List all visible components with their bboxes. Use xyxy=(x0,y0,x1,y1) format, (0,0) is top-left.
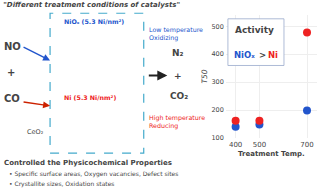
svg-text:+: + xyxy=(7,67,15,78)
svg-text:NO: NO xyxy=(4,41,21,52)
svg-text:NiOₓ: NiOₓ xyxy=(234,50,255,60)
svg-text:100: 100 xyxy=(211,134,223,142)
svg-text:Controlled the Physicochemical: Controlled the Physicochemical Propertie… xyxy=(4,159,172,167)
svg-text:NiOₓ (5.3 Ni/nm²): NiOₓ (5.3 Ni/nm²) xyxy=(64,18,124,25)
svg-text:+: + xyxy=(174,71,182,81)
svg-text:• Crystallite sizes, Oxidation: • Crystallite sizes, Oxidation states xyxy=(9,180,115,188)
svg-text:Ni (5.3 Ni/nm²): Ni (5.3 Ni/nm²) xyxy=(64,94,116,101)
svg-text:Activity: Activity xyxy=(235,25,274,35)
svg-text:CeO₂: CeO₂ xyxy=(27,128,44,136)
svg-text:CO: CO xyxy=(4,93,20,104)
svg-text:N₂: N₂ xyxy=(172,48,184,58)
svg-text:500: 500 xyxy=(211,23,223,31)
svg-text:400: 400 xyxy=(229,141,242,149)
svg-text:Low temperatureOxidizing: Low temperatureOxidizing xyxy=(149,26,203,42)
svg-text:Treatment Temp.: Treatment Temp. xyxy=(238,150,305,158)
svg-text:"Different treatment condition: "Different treatment conditions of catal… xyxy=(3,1,180,9)
svg-text:300: 300 xyxy=(211,78,223,86)
svg-text:500: 500 xyxy=(253,141,266,149)
svg-text:High temperatureReducing: High temperatureReducing xyxy=(149,114,205,130)
svg-text:400: 400 xyxy=(211,50,223,58)
svg-text:700: 700 xyxy=(300,141,313,149)
svg-text:Ni: Ni xyxy=(268,50,278,60)
svg-text:>: > xyxy=(259,50,266,60)
svg-text:• Specific surface areas, Oxyg: • Specific surface areas, Oxygen vacanci… xyxy=(9,170,178,178)
svg-text:CO₂: CO₂ xyxy=(170,91,188,101)
svg-text:T50: T50 xyxy=(200,69,209,83)
svg-text:200: 200 xyxy=(211,106,223,114)
